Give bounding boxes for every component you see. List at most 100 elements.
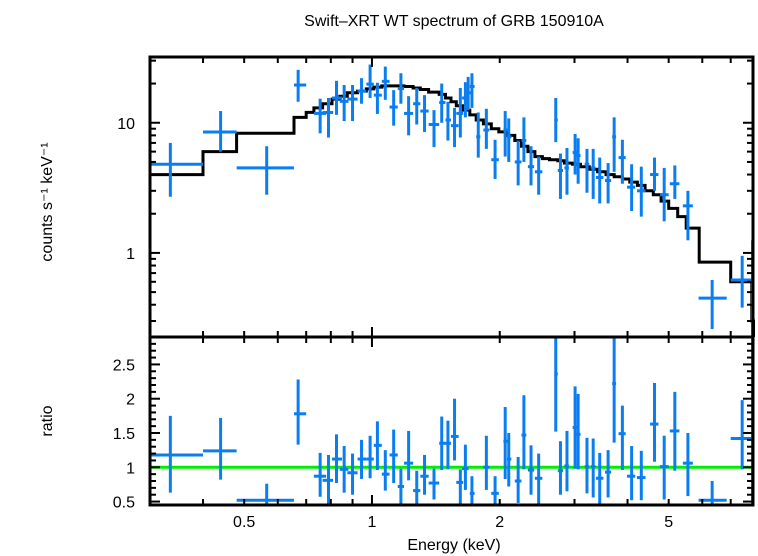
ratio-data-point: [534, 453, 543, 505]
ratio-data-point: [462, 444, 469, 490]
ratio-y-axis-label: ratio: [39, 405, 56, 436]
spectrum-data-point: [659, 167, 669, 222]
ratio-data-point: [373, 421, 382, 471]
x-tick-label: 2: [495, 514, 504, 531]
spectrum-data-point: [476, 112, 481, 158]
ratio-data-point: [730, 400, 752, 470]
spectrum-data-point: [650, 157, 659, 191]
spectrum-data-point: [339, 85, 349, 122]
ratio-data-point: [612, 337, 617, 443]
ratio-data-points: [150, 337, 755, 505]
spectrum-y-tick-label: 10: [117, 116, 135, 133]
spectrum-panel: 1 10 counts s⁻¹ keV⁻¹: [39, 55, 755, 505]
spectrum-data-point: [465, 76, 471, 111]
spectrum-data-point: [347, 85, 358, 122]
spectrum-data-point: [203, 111, 237, 152]
spectrum-data-point: [381, 66, 390, 100]
ratio-data-point: [445, 420, 451, 470]
spectrum-data-point: [439, 83, 446, 123]
ratio-data-point: [682, 433, 693, 497]
ratio-data-point: [420, 454, 429, 495]
ratio-data-point: [557, 441, 564, 495]
chart-title: Swift–XRT WT spectrum of GRB 150910A: [304, 13, 604, 30]
ratio-y-tick-label: 1: [126, 460, 135, 477]
ratio-data-point: [575, 393, 581, 470]
ratio-data-point: [389, 429, 398, 484]
spectrum-data-point: [322, 97, 334, 138]
spectrum-data-point: [503, 111, 508, 157]
spectrum-data-point: [575, 138, 581, 184]
ratio-data-point: [618, 405, 626, 471]
spectrum-data-point: [389, 90, 398, 126]
ratio-data-point: [669, 391, 680, 471]
ratio-data-point: [413, 470, 421, 505]
ratio-data-point: [150, 415, 204, 493]
spectrum-data-point: [331, 80, 342, 115]
ratio-data-point: [339, 446, 349, 493]
ratio-data-point: [397, 468, 405, 505]
ratio-data-point: [450, 398, 459, 461]
ratio-data-point: [404, 430, 414, 481]
spectrum-y-tick-label: 1: [126, 246, 135, 263]
ratio-data-point: [564, 430, 569, 492]
ratio-panel: 0.5 1 1.5 2 2.5 ratio: [39, 57, 755, 512]
spectrum-data-point: [506, 118, 512, 162]
spectrum-data-point: [357, 78, 367, 104]
ratio-data-point: [293, 379, 307, 445]
ratio-frame: [148, 335, 755, 507]
ratio-data-point: [503, 406, 508, 479]
ratio-data-point: [347, 453, 358, 495]
ratio-data-point: [506, 433, 512, 487]
spectrum-data-point: [428, 110, 440, 148]
spectrum-data-point: [590, 148, 596, 199]
spectrum-data-point: [669, 165, 680, 199]
ratio-data-point: [584, 437, 590, 494]
ratio-data-point: [203, 417, 237, 480]
spectrum-data-point: [420, 95, 429, 132]
x-tick-labels: 0.5 1 2 5: [233, 514, 673, 531]
model-histogram: [150, 84, 755, 337]
ratio-y-tick-label: 1.5: [113, 426, 135, 443]
x-tick-label: 5: [664, 514, 673, 531]
spectrum-data-point: [469, 73, 475, 108]
spectrum-data-point: [456, 87, 464, 138]
x-axis-label: Energy (keV): [407, 537, 500, 554]
spectrum-data-point: [450, 107, 459, 148]
spectrum-data-point: [373, 82, 382, 114]
spectrum-data-point: [236, 146, 294, 195]
spectrum-data-point: [627, 164, 636, 211]
ratio-data-point: [595, 452, 604, 505]
ratio-data-point: [554, 337, 558, 432]
spectrum-data-point: [636, 166, 646, 217]
spectrum-data-point: [483, 108, 490, 149]
spectrum-data-point: [293, 69, 307, 102]
spectrum-data-point: [413, 87, 421, 125]
spectrum-data-point: [527, 146, 535, 186]
ratio-data-point: [313, 452, 327, 497]
spectrum-data-point: [730, 255, 752, 308]
spectrum-data-point: [534, 156, 543, 195]
spectrum-data-point: [564, 147, 569, 195]
spectrum-data-point: [618, 139, 626, 184]
ratio-data-point: [491, 476, 499, 505]
ratio-data-point: [590, 438, 596, 498]
ratio-y-tick-label: 2: [126, 392, 135, 409]
ratio-data-point: [331, 434, 342, 484]
ratio-data-point: [439, 416, 446, 471]
x-tick-label: 0.5: [233, 514, 255, 531]
spectrum-data-point: [612, 117, 617, 172]
ratio-data-point: [605, 450, 612, 498]
spectrum-data-point: [150, 142, 204, 197]
spectrum-data-point: [514, 140, 522, 186]
ratio-data-point: [521, 395, 527, 470]
spectrum-data-point: [682, 190, 693, 241]
ratio-data-point: [381, 450, 390, 491]
ratio-data-point: [627, 446, 636, 501]
ratio-data-point: [659, 435, 669, 500]
spectrum-data-point: [698, 279, 727, 330]
spectrum-data-point: [366, 64, 374, 98]
spectrum-data-point: [491, 139, 499, 179]
ratio-data-point: [366, 435, 374, 479]
ratio-y-tick-label: 0.5: [113, 495, 135, 512]
spectrum-data-point: [404, 96, 414, 136]
